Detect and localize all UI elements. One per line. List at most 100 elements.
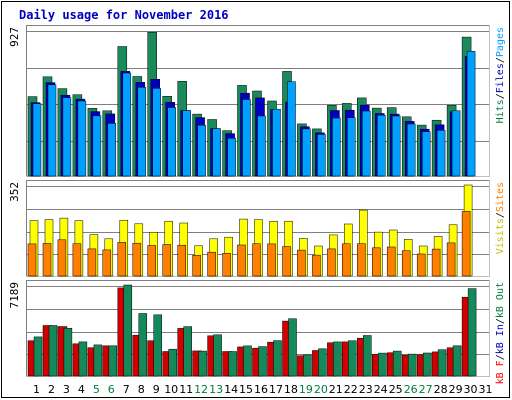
visits-bar-sites-day-10 (162, 244, 171, 277)
day-label-1: 1 (33, 383, 40, 396)
hits-bar-pages-day-8 (137, 87, 147, 177)
hits-bar-pages-day-15 (242, 99, 251, 177)
hits-bar-pages-day-23 (362, 110, 371, 177)
hits-bar-pages-day-27 (421, 131, 431, 177)
kbytes-bar-kb-out-day-4 (78, 341, 88, 377)
kbytes-bar-kb-out-day-22 (348, 340, 357, 377)
kbytes-bar-kb-out-day-21 (333, 341, 342, 377)
kbytes-bar-kb-out-day-9 (153, 314, 162, 377)
kbytes-bar-kb-out-day-2 (48, 325, 58, 377)
kbytes-legend-item-3: / (495, 318, 506, 324)
day-label-24: 24 (374, 383, 388, 396)
hits-bar-pages-day-22 (347, 117, 356, 177)
kbytes-bar-kb-out-day-6 (108, 345, 118, 377)
visits-bar-sites-day-18 (282, 246, 291, 277)
visits-bar-sites-day-11 (177, 244, 186, 277)
visits-legend: Visits/Sites (495, 182, 506, 254)
visits-bar-sites-day-13 (207, 251, 216, 277)
kbytes-legend-item-0: kB F (495, 360, 506, 384)
day-label-11: 11 (179, 383, 193, 396)
visits-bar-sites-day-30 (461, 211, 471, 277)
hits-bar-pages-day-4 (77, 100, 87, 177)
hits-bar-pages-day-10 (167, 107, 176, 177)
visits-legend-item-0: Visits (495, 218, 506, 254)
visits-bar-sites-day-23 (357, 243, 366, 277)
kbytes-bar-kb-out-day-1 (33, 336, 43, 377)
kbytes-bar-kb-out-day-28 (437, 349, 447, 377)
day-label-4: 4 (78, 383, 85, 396)
kbytes-bar-kb-out-day-25 (392, 350, 402, 377)
kbytes-bar-kb-out-day-29 (452, 345, 462, 377)
kbytes-bar-kb-out-day-5 (93, 344, 103, 377)
hits-bar-pages-day-24 (377, 114, 386, 177)
hits-legend-item-2: Files (495, 63, 506, 93)
visits-bar-sites-day-15 (237, 244, 246, 277)
kbytes-bar-kb-out-day-15 (243, 345, 252, 377)
day-label-20: 20 (314, 383, 328, 396)
hits-bar-pages-day-17 (272, 108, 281, 177)
hits-bar-pages-day-18 (287, 81, 296, 177)
day-label-19: 19 (299, 383, 313, 396)
visits-bar-sites-day-14 (222, 253, 231, 277)
hits-legend-item-1: / (495, 93, 506, 99)
visits-bar-sites-day-6 (102, 249, 112, 277)
day-axis-labels: 1 2 3 4 5 6 7 8 9 10 11 12 13 14 15 16 17 18 19 20 21 22 23 24 2… (33, 383, 493, 396)
hits-bar-pages-day-29 (451, 110, 461, 177)
hits-bar-pages-day-5 (92, 115, 102, 177)
visits-bar-sites-day-19 (297, 249, 306, 277)
visits-bar-sites-day-1 (27, 243, 37, 277)
day-label-14: 14 (224, 383, 238, 396)
day-label-27: 27 (419, 383, 433, 396)
visits-bar-sites-day-16 (252, 243, 261, 277)
hits-legend-item-3: / (495, 57, 506, 63)
hits-bar-pages-day-7 (122, 72, 132, 177)
kbytes-bar-kb-out-day-23 (363, 335, 372, 377)
visits-max-label: 352 (8, 182, 21, 202)
kbytes-bar-kb-out-day-16 (258, 346, 267, 377)
visits-bar-sites-day-20 (312, 254, 321, 277)
kbytes-max-label: 7189 (8, 282, 21, 309)
chart-panels: 927Hits/Files/Pages352Visits/Sites7189kB… (8, 25, 506, 384)
day-label-31: 31 (479, 383, 493, 396)
visits-bar-sites-day-25 (386, 246, 396, 277)
kbytes-bar-kb-out-day-26 (407, 353, 417, 377)
day-label-12: 12 (194, 383, 208, 396)
kbytes-bar-kb-out-day-12 (198, 350, 207, 377)
visits-bar-sites-day-24 (372, 247, 381, 277)
hits-bar-pages-day-11 (182, 110, 191, 177)
day-label-5: 5 (93, 383, 100, 396)
kbytes-legend-item-1: / (495, 354, 506, 360)
day-label-10: 10 (164, 383, 178, 396)
day-label-6: 6 (108, 383, 115, 396)
kbytes-bar-kb-out-day-30 (467, 288, 477, 377)
visits-bar-sites-day-3 (57, 239, 67, 277)
visits-bar-sites-day-21 (327, 248, 336, 277)
kbytes-legend-item-2: kB In (495, 324, 506, 354)
day-label-7: 7 (123, 383, 130, 396)
hits-bar-pages-day-16 (257, 115, 266, 177)
chart-title: Daily usage for November 2016 (19, 8, 229, 22)
hits-bar-pages-day-14 (227, 137, 236, 177)
kbytes-bar-kb-out-day-19 (303, 354, 312, 377)
hits-legend-item-4: Pages (495, 27, 506, 57)
hits-legend-item-0: Hits (495, 99, 506, 123)
hits-legend: Hits/Files/Pages (495, 27, 506, 123)
kbytes-bar-kb-out-day-11 (183, 326, 192, 377)
day-label-15: 15 (239, 383, 253, 396)
day-label-22: 22 (344, 383, 358, 396)
hits-bar-pages-day-19 (302, 128, 311, 177)
kbytes-legend-item-4: kB Out (495, 282, 506, 318)
visits-bar-sites-day-26 (401, 250, 411, 277)
kbytes-bar-kb-out-day-20 (318, 348, 327, 377)
hits-bar-pages-day-2 (47, 84, 57, 177)
kbytes-bar-kb-out-day-10 (168, 348, 177, 377)
panel-visits: 352 Visits/Sites (8, 180, 506, 277)
day-label-18: 18 (284, 383, 298, 396)
kbytes-bar-kb-out-day-24 (378, 352, 387, 377)
visits-bar-sites-day-4 (72, 243, 82, 277)
visits-bar-sites-day-8 (132, 242, 142, 277)
day-label-16: 16 (254, 383, 268, 396)
hits-bar-pages-day-9 (152, 88, 161, 177)
day-label-9: 9 (153, 383, 160, 396)
